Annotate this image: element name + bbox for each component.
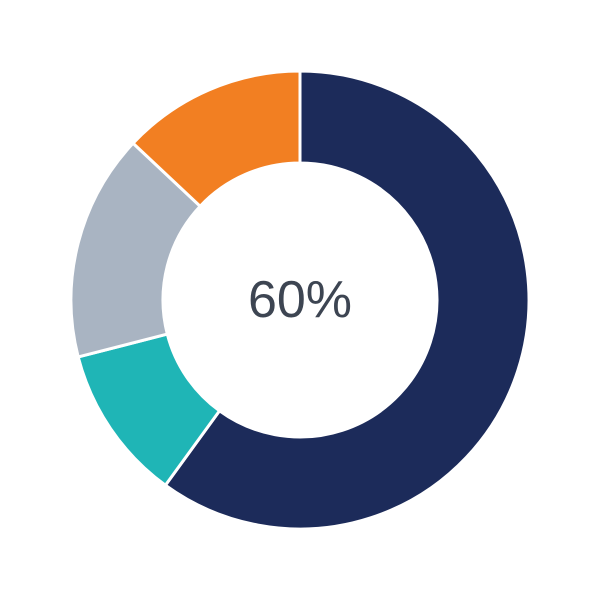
donut-slice-0	[163, 69, 531, 531]
donut-slice-3	[130, 69, 302, 209]
